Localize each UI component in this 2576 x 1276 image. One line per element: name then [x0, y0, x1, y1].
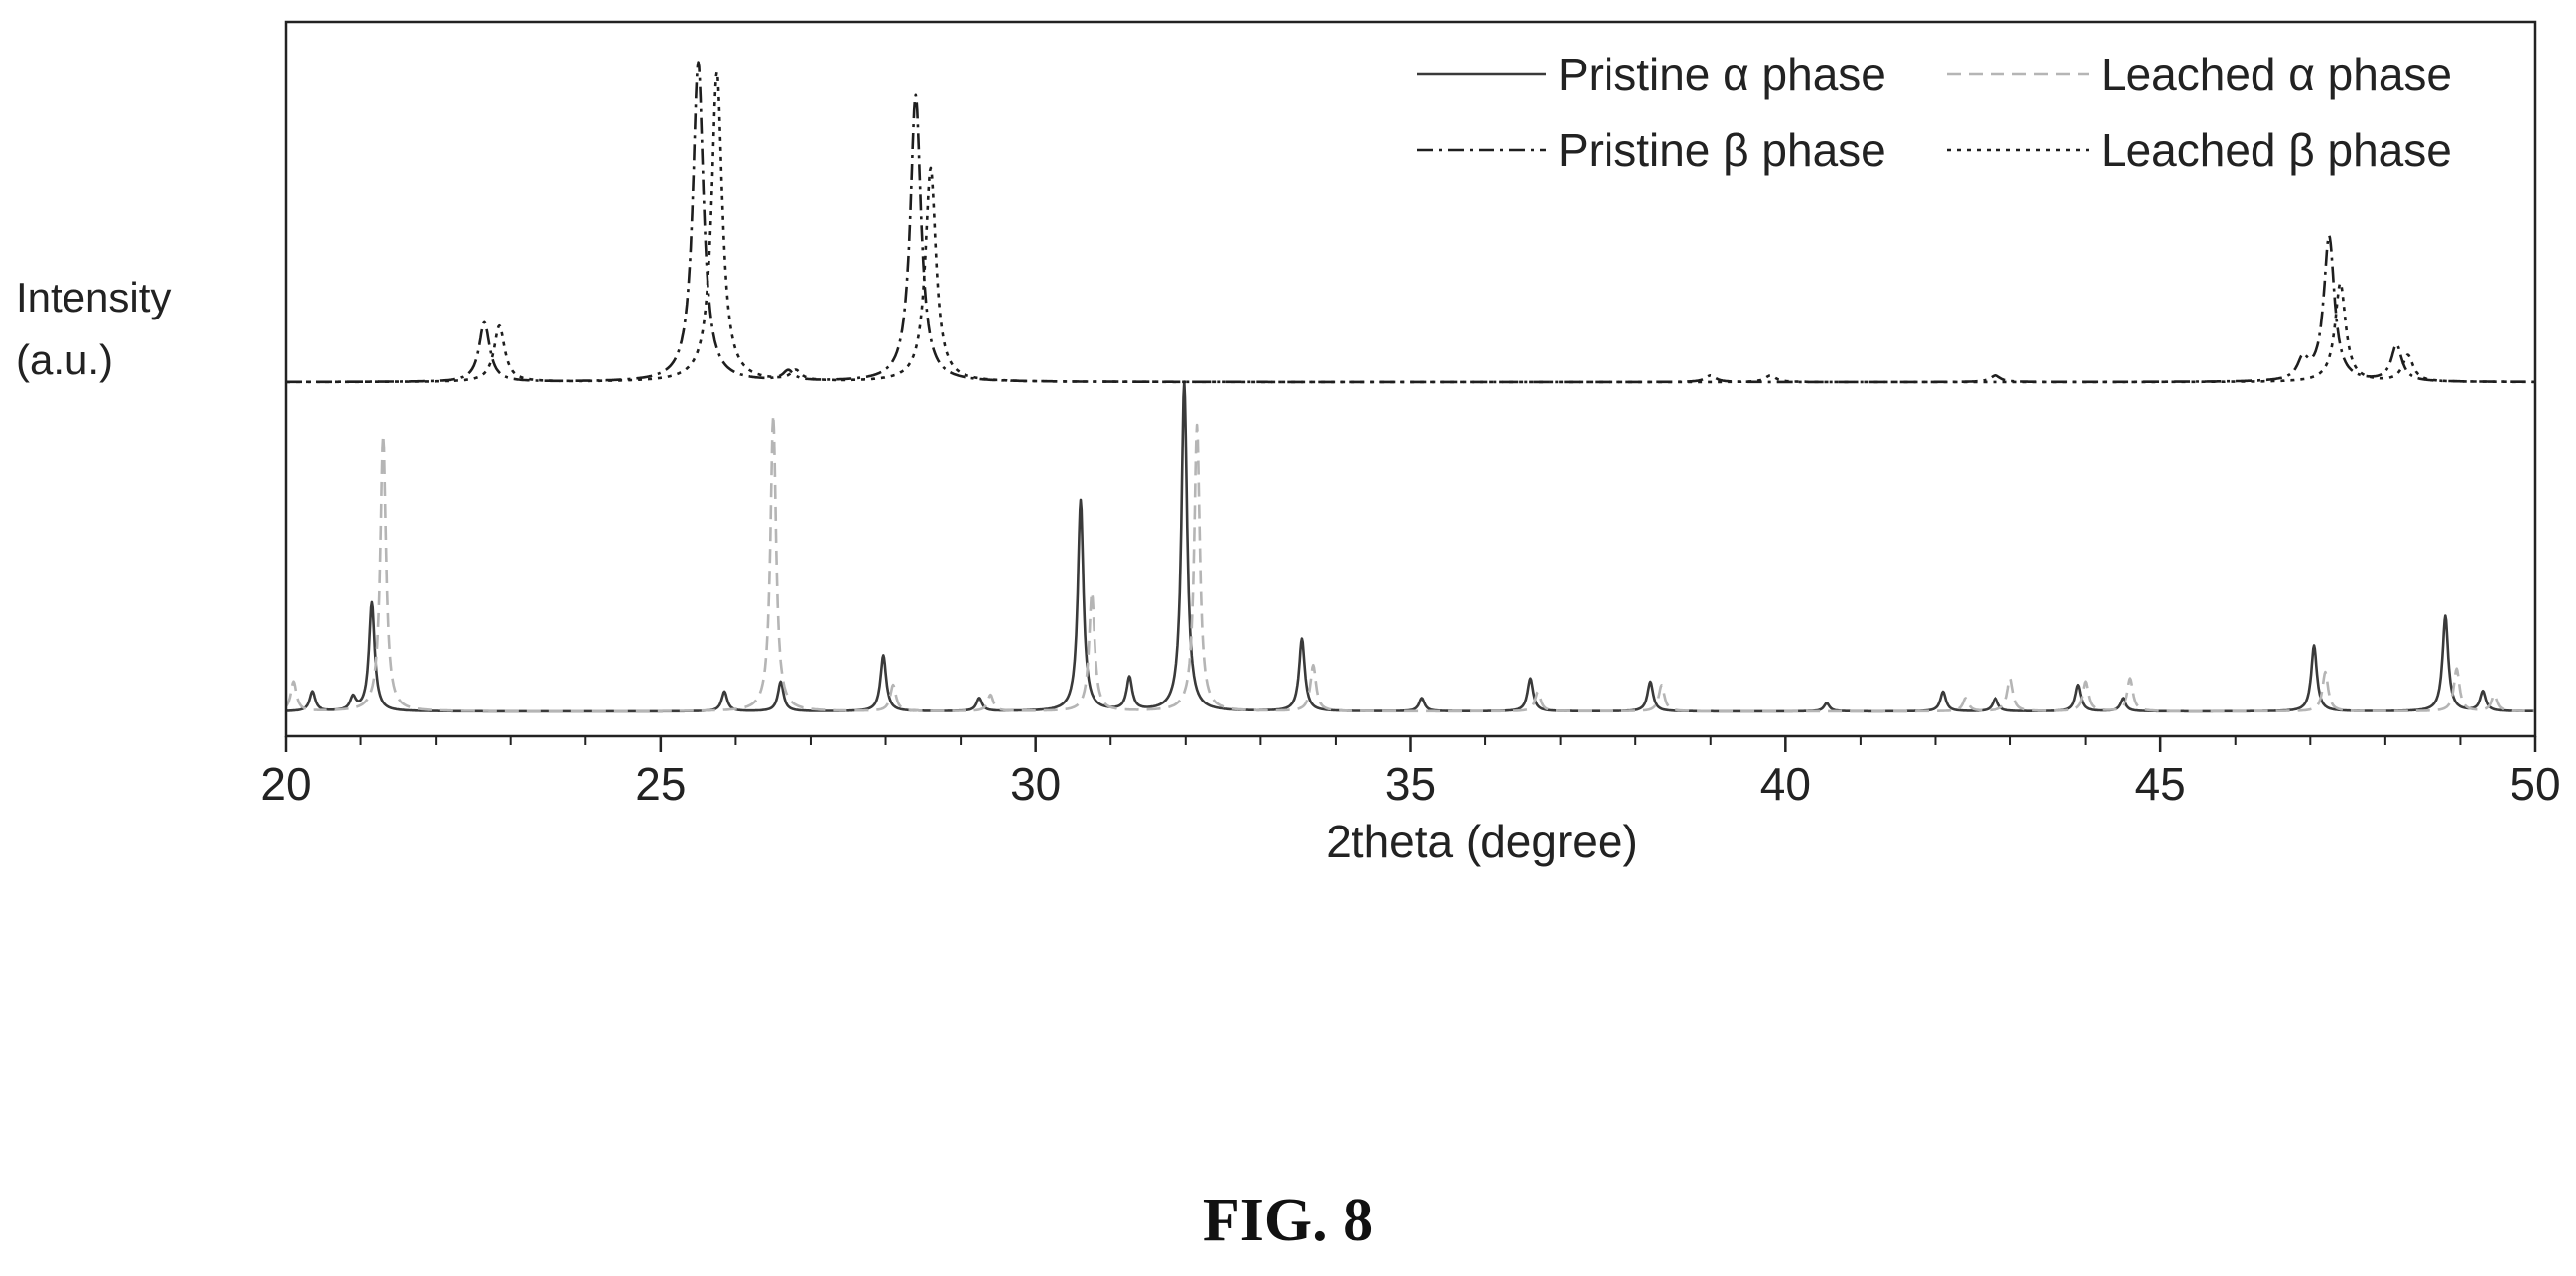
x-tick-label-3: 35	[1385, 758, 1436, 810]
x-tick-label-1: 25	[635, 758, 686, 810]
x-tick-label-5: 45	[2135, 758, 2186, 810]
x-axis-title: 2theta (degree)	[1326, 816, 1638, 867]
series-line-3	[285, 70, 2536, 384]
legend-label-2: Pristine β phase	[1558, 124, 1886, 176]
series-line-1	[285, 413, 2536, 713]
legend-label-1: Leached α phase	[2101, 49, 2452, 100]
series-line-0	[285, 380, 2536, 713]
legend-label-3: Leached β phase	[2101, 124, 2452, 176]
series-line-2	[285, 61, 2536, 384]
y-axis-title-line2: (a.u.)	[16, 336, 114, 383]
legend-label-0: Pristine α phase	[1558, 49, 1886, 100]
x-tick-label-4: 40	[1760, 758, 1811, 810]
x-tick-label-0: 20	[260, 758, 311, 810]
x-tick-label-6: 50	[2510, 758, 2560, 810]
y-axis-title-line1: Intensity	[16, 274, 172, 320]
x-tick-label-2: 30	[1010, 758, 1061, 810]
figure-caption: FIG. 8	[1202, 1187, 1374, 1254]
